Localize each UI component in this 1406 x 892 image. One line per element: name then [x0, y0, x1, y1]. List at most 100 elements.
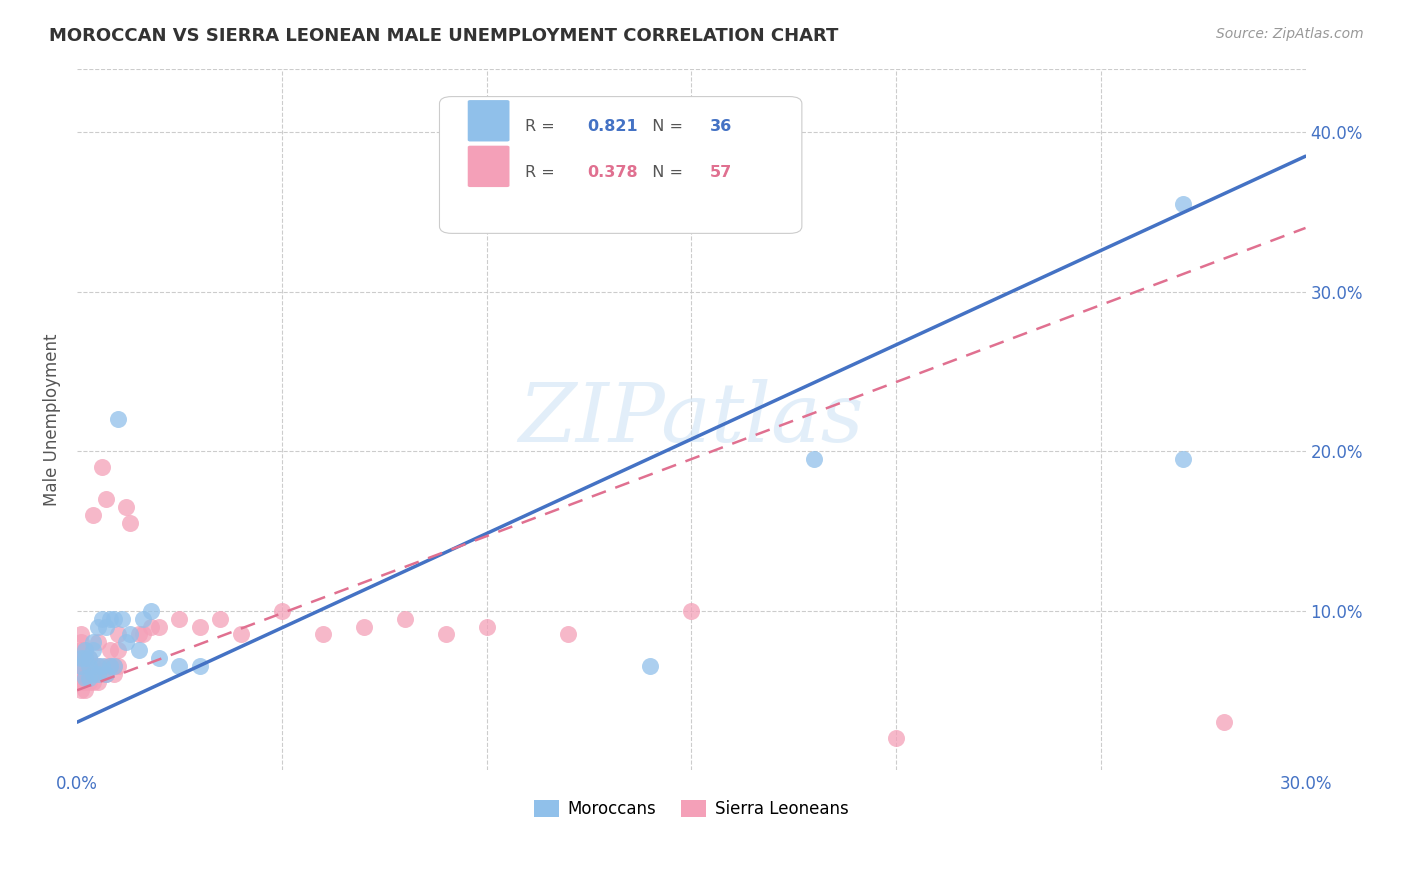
Point — [75, 675, 97, 690]
Text: N =: N = — [643, 165, 689, 179]
Point — [82, 667, 104, 681]
Point — [139, 619, 162, 633]
Point — [98, 643, 121, 657]
Point — [90, 611, 112, 625]
Legend: Moroccans, Sierra Leoneans: Moroccans, Sierra Leoneans — [527, 793, 855, 825]
Point — [90, 460, 112, 475]
Point — [115, 500, 138, 514]
Text: R =: R = — [526, 165, 561, 179]
Text: 0.821: 0.821 — [586, 119, 637, 134]
Point — [394, 611, 416, 625]
Text: 0.378: 0.378 — [586, 165, 637, 179]
Point — [82, 643, 104, 657]
Point — [79, 671, 101, 685]
Point — [75, 651, 97, 665]
Point — [107, 659, 129, 673]
Y-axis label: Male Unemployment: Male Unemployment — [44, 333, 60, 506]
Point — [75, 643, 97, 657]
Point — [434, 627, 457, 641]
Point — [75, 643, 97, 657]
FancyBboxPatch shape — [440, 96, 801, 234]
Point — [70, 651, 93, 665]
Point — [475, 619, 498, 633]
Point — [115, 635, 138, 649]
Text: 57: 57 — [710, 165, 733, 179]
Point — [128, 627, 150, 641]
Point — [90, 667, 112, 681]
Point — [229, 627, 252, 641]
Point — [1171, 452, 1194, 467]
Point — [70, 683, 93, 698]
Point — [103, 659, 125, 673]
Point — [90, 659, 112, 673]
Point — [148, 619, 170, 633]
Point — [70, 635, 93, 649]
Point — [82, 508, 104, 522]
Point — [82, 667, 104, 681]
Point — [107, 643, 129, 657]
Point — [1212, 715, 1234, 730]
Point — [94, 667, 117, 681]
Point — [70, 659, 93, 673]
Point — [209, 611, 232, 625]
Text: Source: ZipAtlas.com: Source: ZipAtlas.com — [1216, 27, 1364, 41]
Point — [128, 643, 150, 657]
Point — [82, 635, 104, 649]
Point — [169, 611, 191, 625]
Point — [557, 627, 579, 641]
Point — [103, 611, 125, 625]
FancyBboxPatch shape — [468, 145, 509, 187]
Point — [94, 491, 117, 506]
Point — [75, 683, 97, 698]
Text: R =: R = — [526, 119, 561, 134]
Point — [169, 659, 191, 673]
Point — [79, 651, 101, 665]
Point — [75, 667, 97, 681]
Point — [131, 627, 153, 641]
Point — [79, 667, 101, 681]
Point — [79, 659, 101, 673]
Point — [86, 659, 108, 673]
Point — [86, 635, 108, 649]
Point — [111, 611, 134, 625]
Point — [75, 651, 97, 665]
Point — [103, 659, 125, 673]
Point — [681, 603, 703, 617]
Point — [353, 619, 375, 633]
Point — [82, 659, 104, 673]
Text: ZIPatlas: ZIPatlas — [519, 379, 865, 459]
Point — [640, 659, 662, 673]
Point — [70, 675, 93, 690]
Point — [270, 603, 292, 617]
Point — [148, 651, 170, 665]
Text: MOROCCAN VS SIERRA LEONEAN MALE UNEMPLOYMENT CORRELATION CHART: MOROCCAN VS SIERRA LEONEAN MALE UNEMPLOY… — [49, 27, 838, 45]
Point — [103, 667, 125, 681]
Point — [70, 659, 93, 673]
Point — [79, 675, 101, 690]
Point — [86, 675, 108, 690]
Point — [75, 671, 97, 685]
Point — [70, 667, 93, 681]
Point — [75, 659, 97, 673]
Point — [107, 627, 129, 641]
Point — [94, 659, 117, 673]
Point — [79, 659, 101, 673]
Point — [120, 516, 142, 530]
Point — [70, 651, 93, 665]
Text: 36: 36 — [710, 119, 733, 134]
Point — [884, 731, 907, 745]
Point — [94, 667, 117, 681]
Point — [82, 675, 104, 690]
Point — [131, 611, 153, 625]
Point — [803, 452, 825, 467]
Point — [79, 651, 101, 665]
Point — [86, 667, 108, 681]
Point — [70, 643, 93, 657]
Point — [70, 627, 93, 641]
Point — [98, 659, 121, 673]
Point — [120, 627, 142, 641]
Point — [188, 619, 211, 633]
FancyBboxPatch shape — [468, 100, 509, 142]
Point — [1171, 197, 1194, 211]
Text: N =: N = — [643, 119, 689, 134]
